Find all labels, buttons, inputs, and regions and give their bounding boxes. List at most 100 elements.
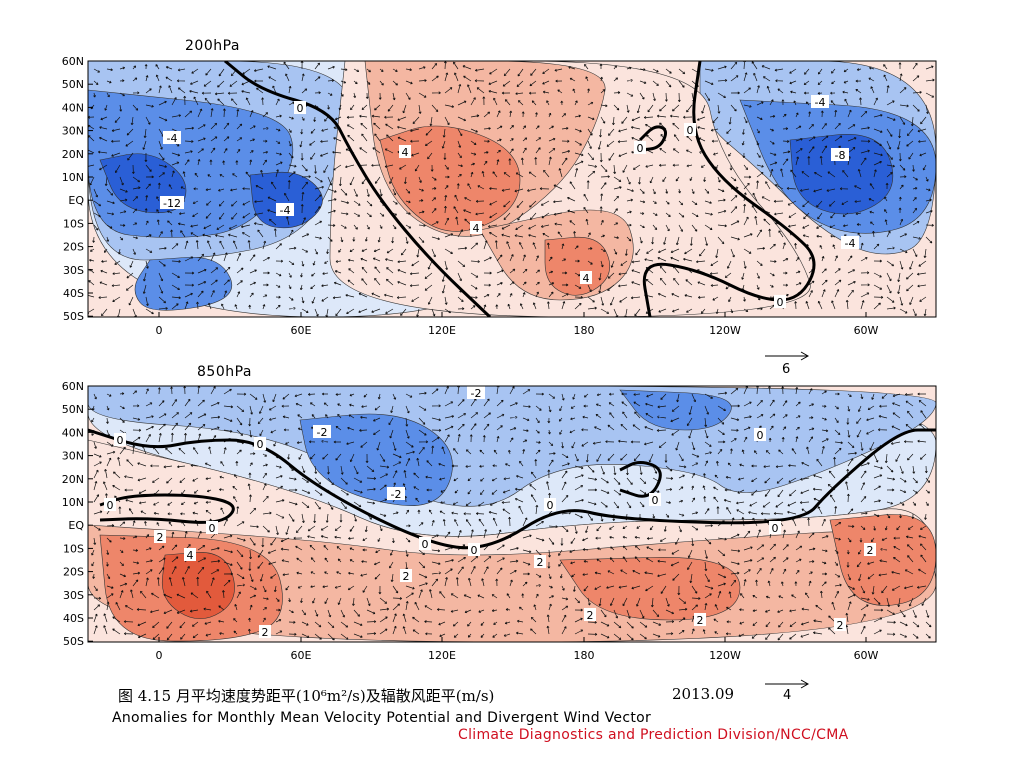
wind-arrow (431, 388, 439, 395)
wind-arrow (905, 424, 914, 431)
wind-arrow (691, 485, 695, 491)
wind-arrow (665, 465, 673, 472)
wind-arrow (622, 535, 628, 539)
wind-arrow (782, 529, 786, 539)
wind-arrow (384, 115, 394, 119)
contour-label: 2 (403, 570, 410, 583)
wind-arrow (444, 217, 450, 226)
wind-arrow (327, 465, 330, 475)
wind-arrow (769, 399, 775, 407)
wind-arrow (467, 577, 472, 587)
wind-arrow (789, 633, 797, 640)
wind-arrow (228, 224, 238, 230)
wind-arrow (261, 537, 265, 548)
wind-arrow (638, 176, 641, 185)
wind-arrow (715, 248, 719, 259)
wind-arrow (632, 569, 641, 575)
wind-arrow (314, 308, 319, 317)
wind-arrow (592, 441, 602, 445)
wind-arrow (610, 546, 615, 551)
wind-arrow (128, 296, 134, 306)
lat-label: 10S (63, 542, 84, 555)
wind-arrow (126, 459, 134, 467)
wind-arrow (385, 278, 394, 286)
wind-arrow (145, 308, 154, 315)
wind-arrow (193, 489, 199, 494)
wind-arrow (656, 429, 667, 432)
wind-arrow (607, 284, 615, 291)
wind-arrow (375, 549, 381, 553)
wind-arrow (444, 185, 449, 190)
wind-arrow (730, 248, 735, 258)
wind-arrow (691, 585, 698, 594)
wind-arrow (431, 187, 437, 190)
wind-arrow (646, 393, 654, 398)
wind-arrow (262, 150, 269, 154)
wind-arrow (541, 212, 550, 219)
wind-arrow (314, 62, 320, 70)
wind-arrow (622, 545, 628, 551)
wind-arrow (405, 458, 411, 467)
wind-arrow (478, 501, 485, 507)
wind-arrow (100, 269, 108, 274)
wind-arrow (249, 150, 254, 154)
wind-arrow (804, 68, 810, 75)
wind-arrow (93, 596, 102, 600)
wind-arrow (418, 176, 422, 183)
wind-arrow (832, 244, 836, 250)
wind-arrow (379, 453, 386, 462)
wind-arrow (834, 135, 843, 142)
wind-arrow (191, 621, 199, 627)
wind-arrow (519, 460, 524, 467)
wind-arrow (233, 496, 238, 503)
wind-arrow (391, 537, 395, 544)
wind-arrow (403, 470, 407, 479)
wind-arrow (326, 248, 329, 255)
wind-arrow (474, 79, 485, 83)
wind-arrow (816, 458, 823, 467)
wind-arrow (361, 405, 368, 409)
wind-arrow (704, 92, 710, 102)
wind-arrow (171, 161, 180, 166)
contour-label: 4 (473, 222, 480, 235)
wind-arrow (455, 577, 459, 587)
wind-arrow (483, 160, 488, 166)
wind-arrow (703, 496, 707, 503)
wind-arrow (467, 621, 472, 627)
wind-arrow (267, 65, 277, 70)
wind-arrow (158, 231, 163, 238)
wind-arrow (321, 284, 329, 288)
wind-arrow (301, 501, 310, 509)
wind-arrow (613, 176, 622, 182)
caption-english: Anomalies for Monthly Mean Velocity Pote… (112, 710, 652, 726)
wind-arrow (429, 116, 433, 127)
wind-arrow (508, 449, 511, 455)
wind-arrow (440, 501, 446, 504)
wind-arrow (509, 281, 515, 286)
wind-arrow (283, 61, 290, 70)
wind-arrow (144, 64, 148, 70)
wind-arrow (597, 140, 602, 150)
wind-arrow (112, 296, 121, 302)
wind-arrow (233, 630, 238, 635)
wind-arrow (808, 403, 814, 407)
wind-arrow (751, 61, 758, 70)
wind-arrow (111, 128, 121, 132)
wind-arrow (132, 417, 141, 421)
wind-arrow (814, 171, 823, 178)
wind-arrow (170, 386, 174, 395)
reference-vector-arrow (765, 351, 810, 361)
wind-arrow (366, 487, 376, 491)
wind-arrow (816, 234, 823, 238)
wind-arrow (909, 260, 914, 270)
wind-arrow (405, 212, 411, 215)
wind-arrow (117, 456, 121, 467)
wind-arrow (403, 176, 407, 185)
wind-arrow (137, 477, 147, 482)
wind-arrow (743, 559, 753, 563)
wind-arrow (216, 224, 225, 230)
contour-label-box (811, 95, 829, 108)
wind-arrow (273, 228, 277, 238)
wind-arrow (312, 260, 316, 266)
wind-arrow (373, 248, 381, 253)
